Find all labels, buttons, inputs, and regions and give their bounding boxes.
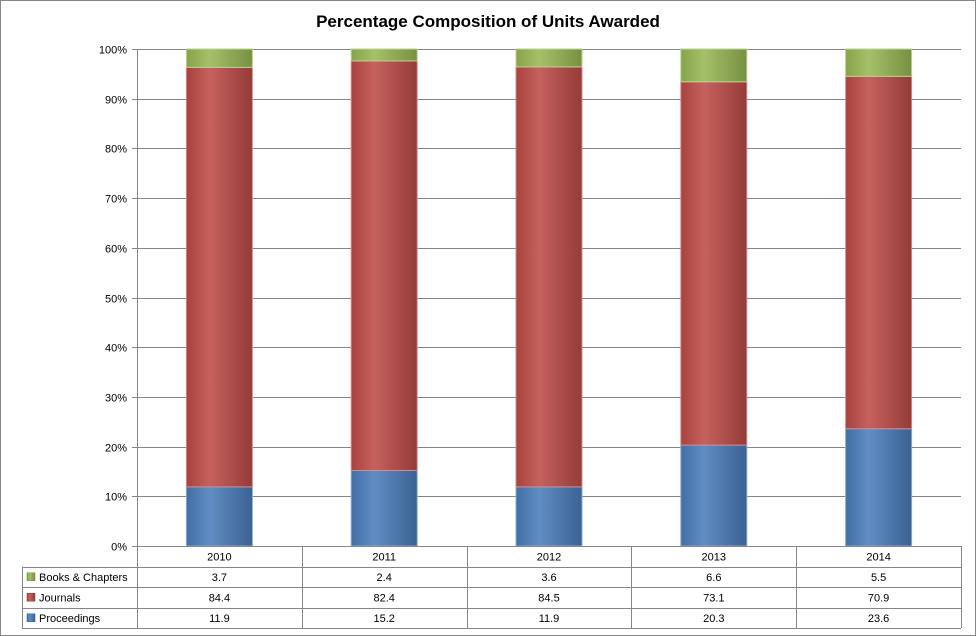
legend-label: Proceedings [39,613,101,625]
y-tick-label: 50% [105,294,127,306]
y-tick-label: 90% [105,95,127,107]
x-category-label: 2013 [702,551,726,563]
bar-books-chapters-2012 [515,48,583,68]
bar-proceedings-2013 [680,444,748,547]
bar-proceedings-2014 [845,428,913,547]
x-category-label: 2011 [372,551,396,563]
bar-proceedings-2011 [350,469,418,547]
bar-journals-2011 [350,60,418,471]
legend-label: Journals [39,592,81,604]
legend-key [26,593,36,602]
y-tick-label: 30% [105,393,127,405]
bars [185,48,913,547]
y-tick-label: 20% [105,443,127,455]
bar-books-chapters-2011 [350,48,418,62]
bar-books-chapters-2014 [845,48,913,77]
data-table-value: 73.1 [703,592,724,604]
bar-books-chapters-2010 [185,48,253,68]
x-category-label: 2014 [866,551,890,563]
data-table-value: 2.4 [377,572,392,584]
y-tick-label: 100% [99,45,127,57]
legend-label: Books & Chapters [39,572,128,584]
bar-journals-2012 [515,66,583,488]
bar-proceedings-2010 [185,486,253,547]
data-table-value: 5.5 [871,572,886,584]
y-tick-label: 60% [105,244,127,256]
y-tick-label: 70% [105,194,127,206]
y-tick-label: 40% [105,343,127,355]
bar-books-chapters-2013 [680,48,748,83]
x-category-label: 2012 [537,551,561,563]
data-table-value: 6.6 [706,572,721,584]
data-table-value: 82.4 [373,592,394,604]
data-table-value: 20.3 [703,613,724,625]
legend-key [26,572,36,581]
data-table-value: 15.2 [373,613,394,625]
data-table-value: 3.6 [541,572,556,584]
data-table-value: 3.7 [212,572,227,584]
data-table-value: 84.4 [209,592,230,604]
data-table-value: 70.9 [868,592,889,604]
bar-journals-2014 [845,75,913,430]
data-table-value: 11.9 [539,613,560,625]
data-table-value: 84.5 [538,592,559,604]
y-tick-label: 80% [105,144,127,156]
data-table: 2010 2011 2012 2013 2014 Books & Chapters 3.7 2… [22,546,962,629]
bar-journals-2010 [185,66,253,488]
legend-key [26,613,36,622]
data-table-value: 11.9 [209,613,230,625]
bar-proceedings-2012 [515,486,583,547]
y-tick-label: 10% [105,492,127,504]
bar-journals-2013 [680,81,748,446]
x-category-label: 2010 [207,551,231,563]
data-table-value: 23.6 [868,613,889,625]
chart-title: Percentage Composition of Units Awarded [316,12,660,31]
y-tick-label: 0% [111,542,127,554]
